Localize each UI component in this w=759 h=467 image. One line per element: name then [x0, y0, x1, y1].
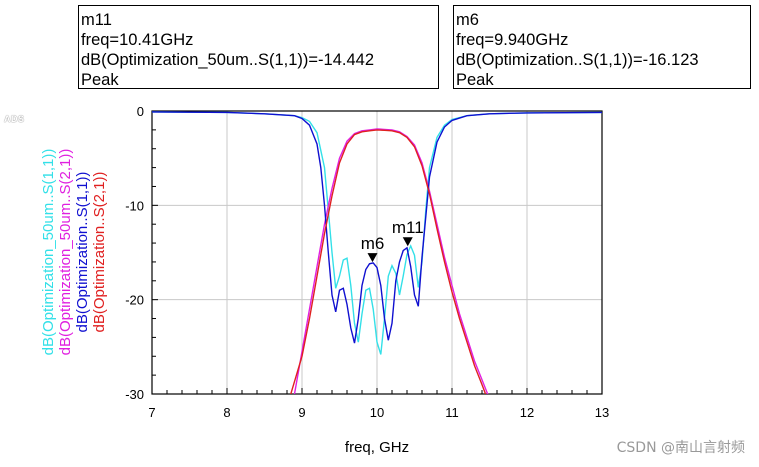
x-tick-label: 13 — [595, 405, 609, 420]
marker-label-m6: m6 — [361, 234, 385, 253]
ads-logo: ADS — [4, 114, 25, 124]
x-tick-label: 11 — [445, 405, 459, 420]
marker-value: dB(Optimization_50um..S(1,1))=-14.442 — [81, 51, 375, 69]
y-tick-label: -20 — [125, 293, 144, 308]
marker-freq: freq=10.41GHz — [81, 31, 194, 49]
x-tick-label: 8 — [223, 405, 230, 420]
legend-entry-4: dB(Optimization..S(2,1)) — [91, 172, 108, 333]
legend-entry-2: dB(Optimization_50um..S(2,1)) — [57, 149, 74, 356]
plot-frame — [151, 110, 603, 395]
y-tick-label: 0 — [137, 104, 144, 119]
x-axis-label: freq, GHz — [345, 439, 409, 456]
marker-label-m11: m11 — [392, 218, 424, 237]
marker-name: m11 — [81, 11, 112, 29]
series-line-3 — [152, 111, 602, 344]
legend-entry-1: dB(Optimization_50um..S(1,1)) — [40, 149, 57, 356]
watermark: CSDN @南山言射频 — [616, 440, 745, 456]
x-tick-label: 12 — [520, 405, 534, 420]
marker-readout-m11: m11 freq=10.41GHz dB(Optimization_50um..… — [78, 5, 439, 89]
series-line-2 — [293, 128, 489, 394]
y-tick-label: -10 — [125, 198, 144, 213]
x-tick-label: 10 — [370, 405, 384, 420]
marker-triangle-m6 — [367, 253, 378, 263]
marker-name: m6 — [456, 11, 479, 29]
y-tick-label: -30 — [125, 387, 144, 402]
series-line-1 — [152, 111, 602, 355]
series-line-4 — [290, 129, 487, 394]
marker-type: Peak — [81, 71, 119, 89]
marker-triangle-m11 — [402, 237, 413, 247]
x-tick-label: 9 — [298, 405, 305, 420]
marker-freq: freq=9.940GHz — [456, 31, 569, 49]
x-tick-label: 7 — [148, 405, 155, 420]
marker-value: dB(Optimization..S(1,1))=-16.123 — [456, 51, 699, 69]
legend-entry-3: dB(Optimization..S(1,1)) — [74, 172, 91, 333]
marker-readout-m6: m6 freq=9.940GHz dB(Optimization..S(1,1)… — [453, 5, 751, 89]
marker-type: Peak — [456, 71, 494, 89]
